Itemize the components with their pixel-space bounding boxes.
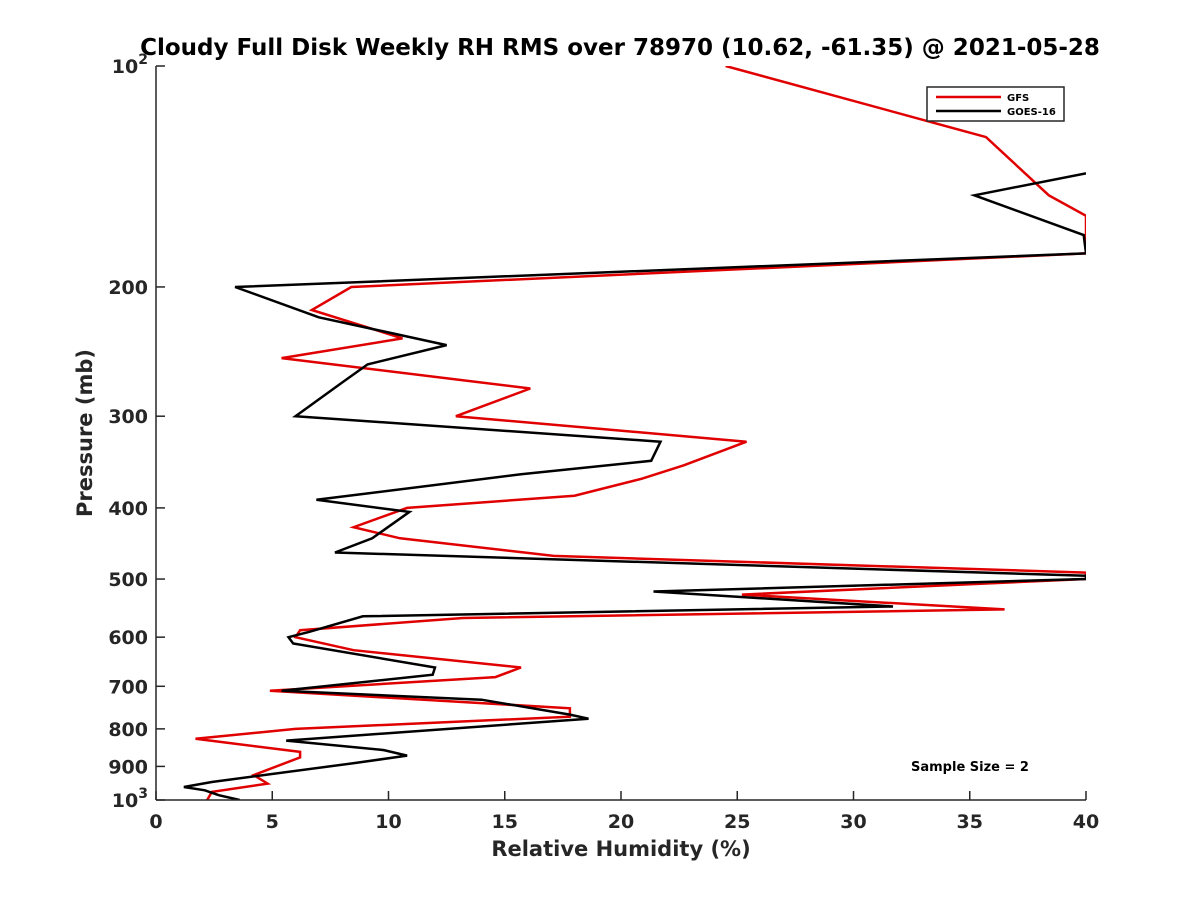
legend-label: GOES-16 xyxy=(1007,107,1056,118)
sample-size-annotation: Sample Size = 2 xyxy=(911,760,1029,775)
chart-title: Cloudy Full Disk Weekly RH RMS over 7897… xyxy=(140,35,1100,61)
y-tick-label: 600 xyxy=(108,627,148,649)
y-tick-label: 103 xyxy=(112,786,148,812)
legend: GFS GOES-16 xyxy=(926,86,1065,122)
x-tick-label: 40 xyxy=(1073,811,1099,833)
x-tick-label: 20 xyxy=(608,811,634,833)
y-tick-label: 300 xyxy=(108,406,148,428)
x-tick-label: 0 xyxy=(149,811,162,833)
y-tick-label: 800 xyxy=(108,719,148,741)
series-layer xyxy=(183,66,1086,800)
y-tick-label: 200 xyxy=(108,277,148,299)
legend-label: GFS xyxy=(1007,93,1029,104)
x-tick-label: 25 xyxy=(724,811,750,833)
legend-box xyxy=(926,86,1065,122)
y-tick-label: 400 xyxy=(108,498,148,520)
y-tick-label: 700 xyxy=(108,676,148,698)
x-tick-label: 30 xyxy=(840,811,866,833)
series-line-gfs xyxy=(195,66,1086,800)
x-axis-label: Relative Humidity (%) xyxy=(491,837,750,861)
series-line-goes-16 xyxy=(183,172,1086,800)
x-tick-label: 15 xyxy=(492,811,518,833)
ticks-layer: 0 5 10 15 20 25 30 35 40 102 200 300 400 500 600 700 800… xyxy=(108,52,1099,833)
x-tick-label: 35 xyxy=(957,811,983,833)
x-tick-label: 5 xyxy=(266,811,279,833)
x-tick-label: 10 xyxy=(375,811,401,833)
y-tick-label: 102 xyxy=(112,52,148,78)
y-axis-label: Pressure (mb) xyxy=(73,349,97,517)
y-tick-label: 500 xyxy=(108,569,148,591)
y-tick-label: 900 xyxy=(108,756,148,778)
